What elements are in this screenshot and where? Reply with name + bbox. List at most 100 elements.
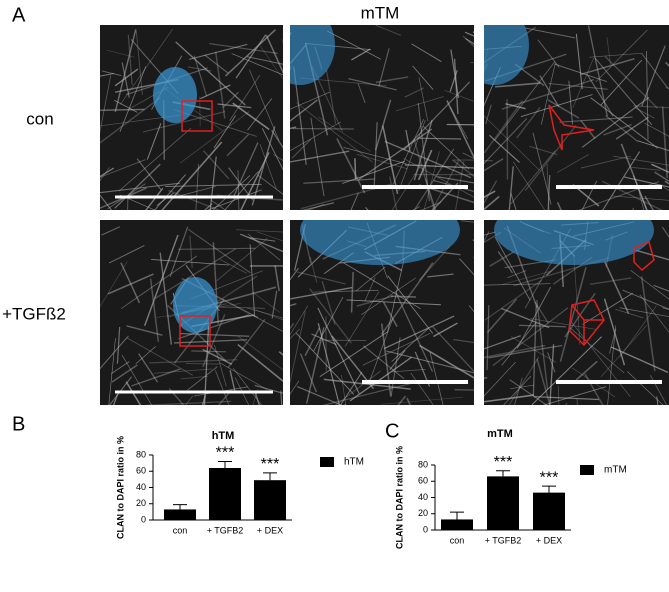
fiber — [604, 56, 658, 109]
nucleus — [290, 25, 335, 85]
fiber — [529, 145, 558, 156]
legend-label: hTM — [344, 457, 364, 468]
nucleus — [153, 67, 197, 123]
fiber — [364, 277, 376, 302]
fiber — [627, 371, 664, 405]
fiber — [387, 275, 434, 334]
fiber — [290, 311, 306, 385]
fiber — [127, 34, 133, 85]
fiber — [225, 29, 276, 77]
fiber — [114, 68, 139, 87]
fiber — [271, 290, 278, 319]
fiber — [454, 388, 474, 391]
fiber — [516, 106, 541, 139]
fiber — [342, 160, 405, 184]
fiber — [159, 252, 173, 345]
error-bar — [496, 470, 510, 477]
fiber — [290, 267, 299, 281]
fiber — [138, 353, 159, 383]
fiber — [344, 291, 380, 348]
fiber — [350, 192, 359, 210]
fiber — [492, 307, 569, 367]
fiber — [446, 100, 474, 160]
micrographs — [100, 25, 669, 405]
fiber — [255, 309, 283, 321]
fiber — [146, 400, 232, 405]
fiber — [422, 125, 470, 170]
chart-title: hTM — [212, 430, 235, 442]
fiber — [234, 377, 250, 405]
error-bar — [450, 511, 464, 520]
fiber — [100, 96, 161, 144]
fiber — [380, 262, 434, 335]
fiber — [156, 192, 174, 206]
fiber — [501, 270, 551, 285]
fiber — [510, 384, 535, 390]
fiber — [265, 34, 283, 75]
y-axis-label: CLAN to DAPI ratio in % — [115, 436, 125, 539]
fiber — [252, 315, 283, 332]
fiber — [290, 286, 353, 300]
micrograph — [100, 220, 283, 405]
fiber — [131, 368, 181, 387]
micrograph — [484, 220, 669, 405]
fiber — [484, 231, 502, 244]
fiber — [631, 166, 661, 171]
fiber — [274, 265, 280, 292]
fiber — [280, 390, 283, 405]
fiber — [418, 77, 429, 122]
fiber — [505, 103, 526, 110]
fiber — [514, 377, 523, 405]
chart-title: mTM — [487, 428, 513, 440]
fiber — [214, 51, 226, 119]
fiber — [417, 102, 430, 202]
fiber — [209, 156, 217, 210]
fiber — [589, 52, 643, 58]
fiber — [214, 370, 230, 405]
fiber — [630, 269, 669, 300]
micrograph — [100, 25, 283, 210]
fiber — [210, 199, 227, 210]
panel-label: A — [12, 4, 26, 26]
fiber — [168, 388, 185, 405]
bar — [209, 468, 241, 520]
fiber — [341, 374, 347, 405]
fiber — [633, 105, 669, 109]
y-tick-label: 40 — [418, 492, 428, 502]
fiber — [520, 94, 593, 118]
fiber — [118, 127, 192, 192]
fiber — [395, 96, 444, 112]
fiber — [111, 361, 130, 375]
fiber — [419, 344, 474, 379]
fiber — [179, 332, 250, 337]
fiber — [305, 327, 325, 404]
fiber — [325, 69, 337, 124]
fiber — [484, 335, 521, 350]
fiber — [380, 396, 463, 405]
fiber — [161, 141, 223, 210]
fiber — [444, 90, 474, 102]
fiber — [462, 35, 474, 48]
fiber — [497, 250, 514, 274]
fiber — [507, 270, 527, 279]
fiber — [231, 53, 283, 76]
fiber — [146, 123, 162, 160]
fiber — [120, 194, 156, 210]
y-tick-label: 60 — [418, 476, 428, 486]
fiber — [232, 102, 270, 131]
bar — [441, 519, 473, 530]
fiber — [126, 325, 163, 336]
fiber — [113, 393, 119, 405]
bar — [164, 509, 196, 520]
fiber — [622, 289, 669, 310]
fiber — [175, 41, 246, 106]
fiber — [484, 118, 528, 165]
y-tick-label: 80 — [418, 459, 428, 469]
fiber — [237, 336, 283, 371]
fiber — [389, 349, 406, 370]
fiber — [534, 301, 550, 324]
fiber — [258, 175, 283, 195]
fiber — [317, 307, 360, 394]
fiber — [101, 226, 121, 236]
fiber — [554, 63, 607, 83]
